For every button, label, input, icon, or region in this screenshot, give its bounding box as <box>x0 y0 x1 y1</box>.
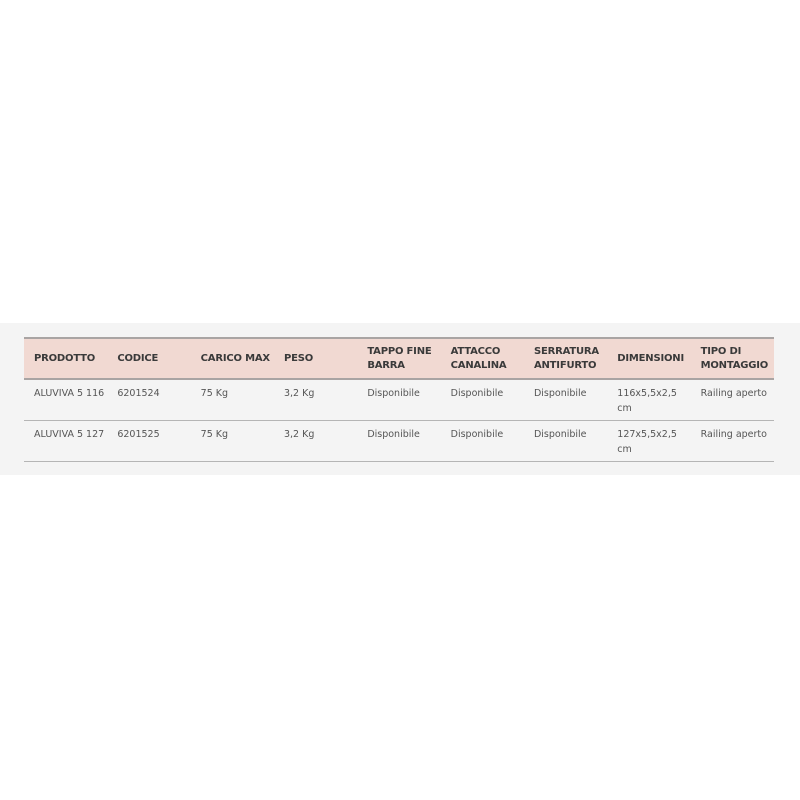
content-band <box>0 323 800 475</box>
table-cell: 3,2 Kg <box>283 429 315 440</box>
column-header: PRODOTTO <box>34 352 96 364</box>
table-cell: 6201524 <box>117 388 160 399</box>
table-cell: Disponibile <box>367 429 420 440</box>
table-cell: 75 Kg <box>200 429 229 440</box>
column-header: SERRATURA ANTIFURTO <box>533 345 599 371</box>
table-cell: Railing aperto <box>700 429 767 440</box>
column-header: TIPO DI MONTAGGIO <box>700 345 769 371</box>
table-cell: Disponibile <box>450 388 504 399</box>
table-cell: Disponibile <box>533 429 587 440</box>
table-header-row: PRODOTTO CODICE CARICO MAX PESO TAPPO FINE B… <box>24 338 774 379</box>
column-header: TAPPO FINE BARRA <box>367 345 432 371</box>
table-cell: Railing aperto <box>700 388 767 399</box>
table-cell: ALUVIVA 5 116 <box>34 388 105 399</box>
column-header: DIMENSIONI <box>617 352 684 364</box>
table-cell: Disponibile <box>533 388 587 399</box>
column-header: PESO <box>283 352 314 364</box>
table-row: ALUVIVA 5 127 6201525 75 Kg 3,2 Kg Disponibi… <box>24 421 774 462</box>
column-header: ATTACCO CANALINA <box>450 345 507 371</box>
table-cell: 6201525 <box>117 429 160 440</box>
column-header: CARICO MAX <box>200 352 270 364</box>
table-row: ALUVIVA 5 116 6201524 75 Kg 3,2 Kg Disponibi… <box>24 379 774 421</box>
table-cell: 127x5,5x2,5 cm <box>617 429 677 455</box>
table-cell: ALUVIVA 5 127 <box>34 429 105 440</box>
column-header: CODICE <box>117 352 159 364</box>
table-cell: Disponibile <box>450 429 504 440</box>
table-cell: 75 Kg <box>200 388 229 399</box>
table-cell: 116x5,5x2,5 cm <box>617 388 677 414</box>
table-cell: Disponibile <box>367 388 420 399</box>
product-spec-table: PRODOTTO CODICE CARICO MAX PESO TAPPO FINE B… <box>24 337 774 462</box>
table-cell: 3,2 Kg <box>283 388 315 399</box>
